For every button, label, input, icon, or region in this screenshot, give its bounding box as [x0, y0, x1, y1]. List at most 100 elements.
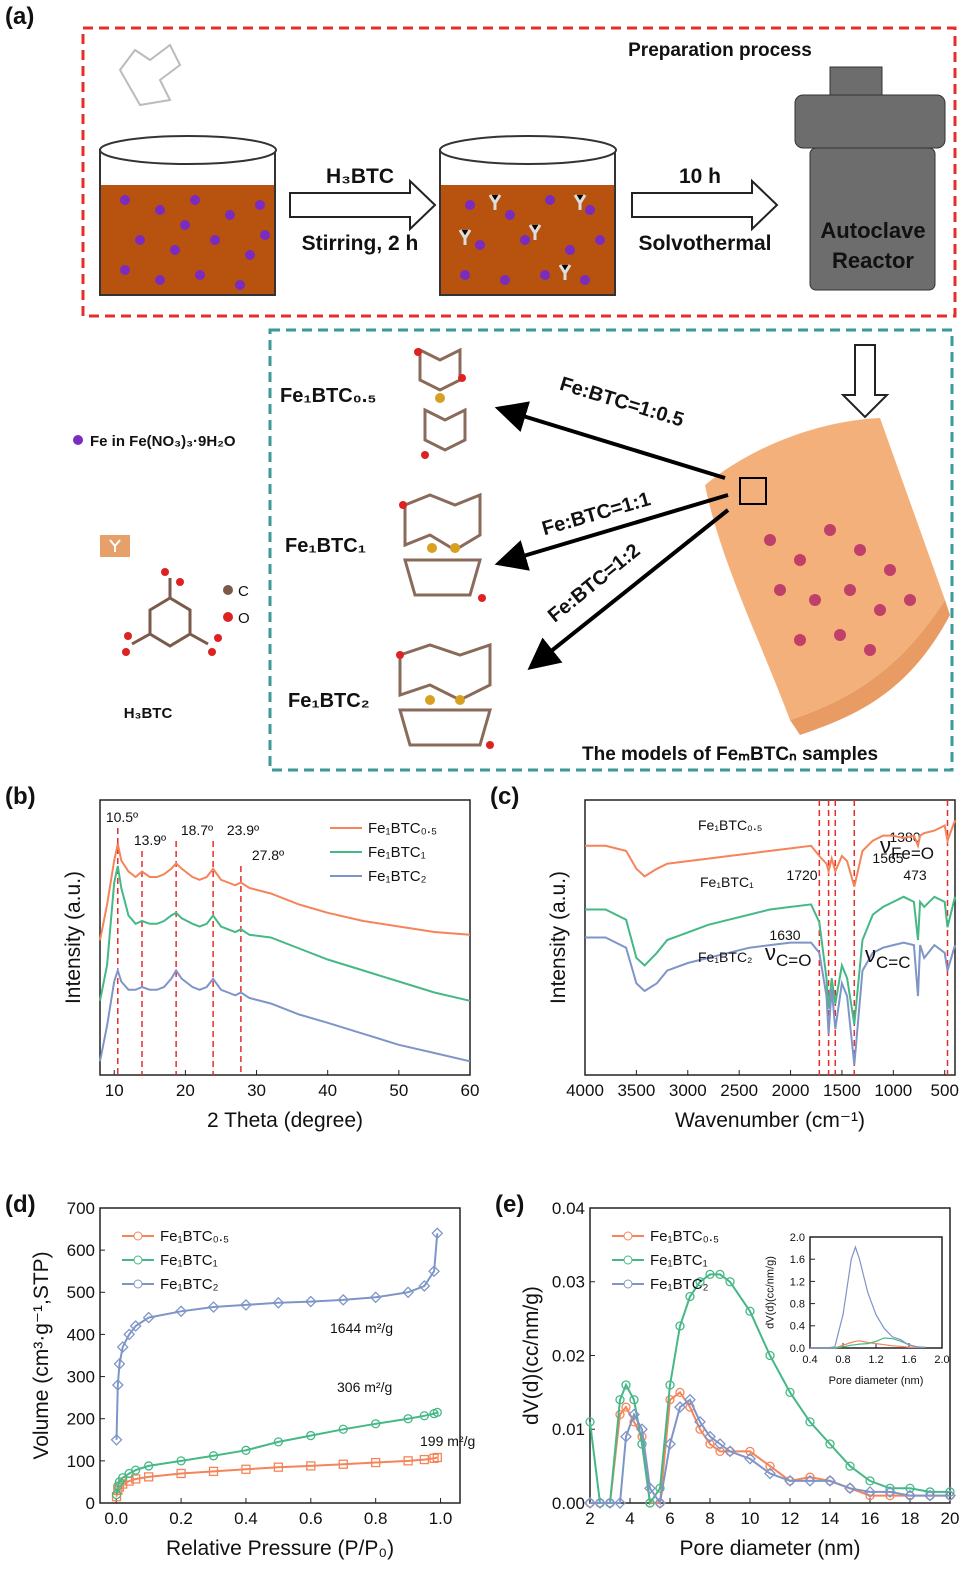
legend-swatch: [223, 585, 233, 595]
x-axis-label: 2 Theta (degree): [207, 1109, 363, 1132]
peak-label: 1720: [786, 867, 817, 883]
legend-label: Fe in Fe(NO₃)₃·9H₂O: [90, 433, 236, 450]
x-tick-label: 1.0: [429, 1509, 453, 1528]
annotation-subscript: C=O: [776, 951, 811, 970]
step-label: 10 h: [679, 165, 721, 188]
x-tick-label: 20: [176, 1081, 195, 1100]
legend-label: Fe₁BTC₂: [160, 1276, 219, 1293]
x-axis-label: Pore diameter (nm): [829, 1375, 924, 1387]
x-tick-label: 3500: [617, 1081, 655, 1100]
legend-label: Fe₁BTC₁: [368, 844, 426, 861]
preparation-title: Preparation process: [628, 40, 812, 61]
y-tick-label: 0: [86, 1494, 95, 1513]
x-tick-label: 30: [247, 1081, 266, 1100]
y-tick-label: 300: [67, 1368, 95, 1387]
h3btc-molecule: [122, 568, 222, 656]
x-tick-label: 4000: [566, 1081, 604, 1100]
panel-label: (b): [5, 783, 36, 810]
legend-label: Fe₁BTC₂: [650, 1276, 709, 1293]
peak-label: 18.7º: [181, 822, 213, 838]
legend-swatch: [134, 1280, 142, 1288]
annotation-subscript: Fe=O: [891, 844, 934, 863]
series-line: [100, 866, 470, 1001]
mof-slab: [705, 418, 950, 735]
sample-label: Fe₁BTC₁: [285, 535, 366, 557]
legend-label: C: [238, 583, 249, 600]
legend-swatch: [624, 1232, 632, 1240]
y-axis-label: dV(d)(cc/nm/g): [764, 1256, 776, 1329]
y-tick-label: 0.03: [552, 1273, 585, 1292]
plot-frame: [100, 1208, 460, 1503]
x-axis-label: Pore diameter (nm): [680, 1537, 861, 1560]
x-tick-label: 0.4: [802, 1354, 817, 1366]
x-tick-label: 12: [781, 1509, 800, 1528]
x-tick-label: 2500: [720, 1081, 758, 1100]
y-tick-label: 400: [67, 1325, 95, 1344]
annotation-symbol: ν: [865, 942, 876, 967]
legend-label: Fe₁BTC₁: [160, 1252, 218, 1269]
series-line: [810, 1338, 926, 1348]
annotation: νC=O: [765, 940, 811, 970]
legend-label: Fe₁BTC₀.₅: [650, 1228, 719, 1245]
y-tick-label: 0.02: [552, 1346, 585, 1365]
figure: (a) Preparation process H₃BTC Stirring, …: [0, 0, 971, 1576]
y-tick-label: 2.0: [790, 1232, 805, 1244]
y-tick-label: 0.4: [790, 1321, 805, 1333]
molecule-label: H₃BTC: [124, 705, 173, 722]
x-tick-label: 40: [318, 1081, 337, 1100]
legend-label: Fe₁BTC₁: [650, 1252, 708, 1269]
y-tick-label: 0.8: [790, 1298, 805, 1310]
x-tick-label: 20: [941, 1509, 960, 1528]
peak-label: 27.8º: [252, 847, 284, 863]
peak-label: 23.9º: [227, 822, 259, 838]
x-tick-label: 0.2: [169, 1509, 193, 1528]
x-tick-label: 0.8: [364, 1509, 388, 1528]
legend-swatch: [134, 1256, 142, 1264]
legend-swatch: [134, 1232, 142, 1240]
annotation-symbol: ν: [880, 833, 891, 858]
beaker: [440, 136, 616, 295]
annotation: 306 m²/g: [337, 1379, 392, 1395]
y-tick-label: 1.6: [790, 1254, 805, 1266]
series-label: Fe₁BTC₀.₅: [698, 817, 762, 833]
x-tick-label: 1000: [874, 1081, 912, 1100]
model-structure: [396, 348, 494, 749]
sample-label: Fe₁BTC₂: [288, 690, 370, 712]
x-tick-label: 18: [901, 1509, 920, 1528]
x-tick-label: 0.4: [234, 1509, 258, 1528]
x-tick-label: 50: [389, 1081, 408, 1100]
x-tick-label: 16: [861, 1509, 880, 1528]
x-tick-label: 0.8: [835, 1354, 850, 1366]
annotation: 199 m²/g: [420, 1433, 475, 1449]
legend-swatch: [624, 1280, 632, 1288]
y-tick-label: 0.0: [790, 1343, 805, 1355]
y-axis-label: dV(d)(cc/nm/g): [520, 1286, 543, 1425]
series-line: [100, 971, 470, 1062]
x-tick-label: 14: [821, 1509, 840, 1528]
x-tick-label: 1.6: [901, 1354, 916, 1366]
sample-label: Fe₁BTC₀.₅: [280, 385, 376, 407]
process-arrow: [290, 181, 435, 229]
legend-label: O: [238, 610, 250, 627]
ratio-label: Fe:BTC=1:2: [544, 540, 645, 627]
legend-swatch: [624, 1256, 632, 1264]
panel-label: (a): [5, 3, 34, 30]
series-line: [117, 1412, 438, 1494]
panel-label: (d): [5, 1191, 36, 1218]
peak-label: 473: [903, 867, 927, 883]
x-tick-label: 8: [705, 1509, 714, 1528]
y-tick-label: 0.04: [552, 1199, 585, 1218]
legend-swatch: [223, 612, 233, 622]
ratio-arrow: [510, 412, 725, 478]
reactor-label: Reactor: [832, 248, 914, 273]
legend-label: Fe₁BTC₀.₅: [160, 1228, 229, 1245]
y-tick-label: 0.00: [552, 1494, 585, 1513]
y-tick-label: 1.2: [790, 1276, 805, 1288]
x-tick-label: 10: [105, 1081, 124, 1100]
x-tick-label: 2: [585, 1509, 594, 1528]
step-label: Stirring, 2 h: [302, 232, 419, 255]
y-tick-label: 100: [67, 1452, 95, 1471]
annotation-symbol: ν: [765, 940, 776, 965]
y-axis-label: Intensity (a.u.): [62, 871, 85, 1004]
series-line: [810, 1247, 926, 1348]
